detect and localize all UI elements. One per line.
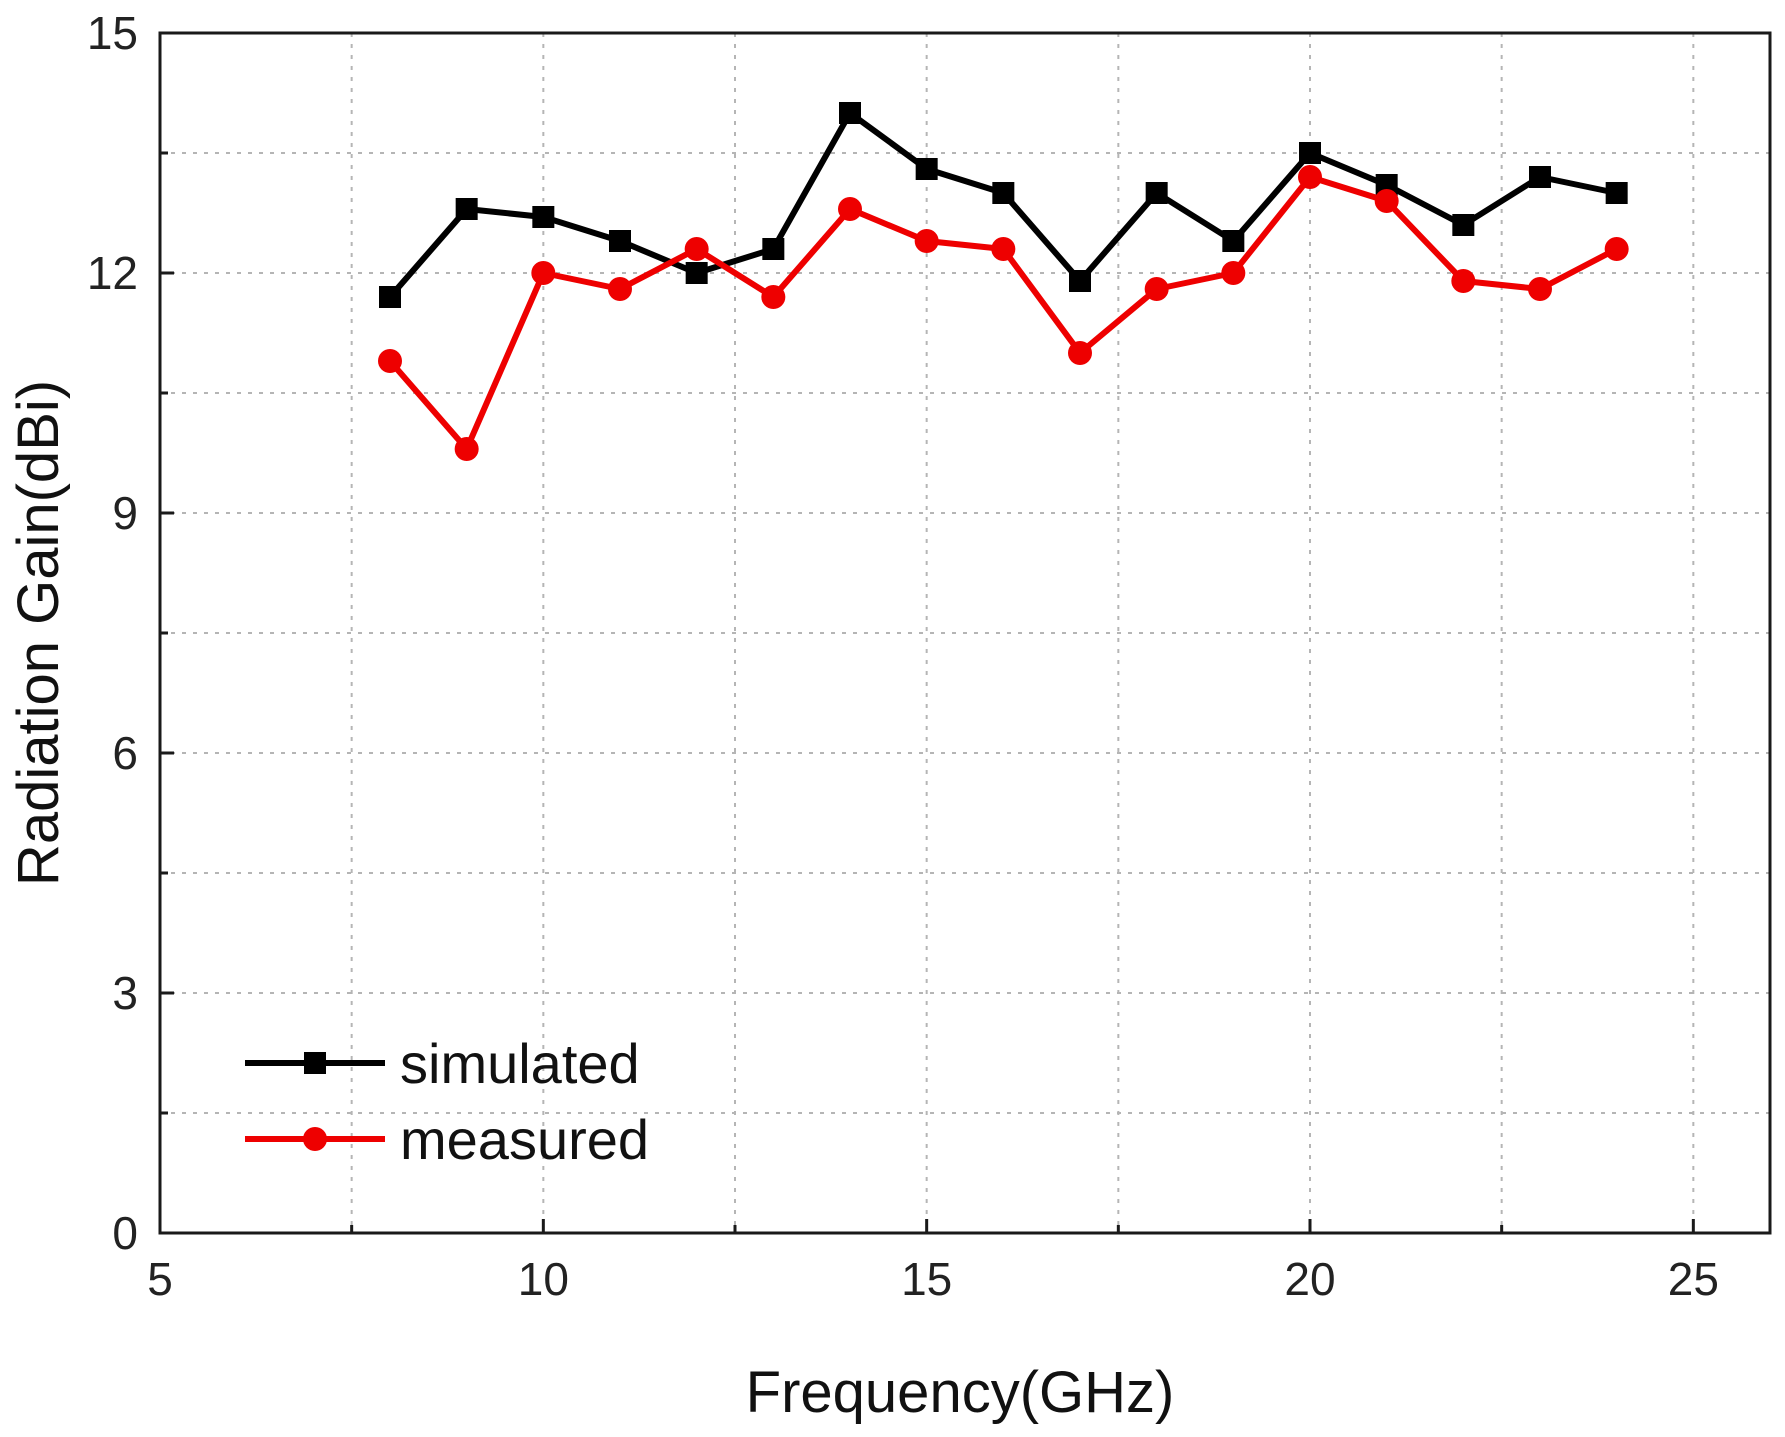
measured-point <box>1221 261 1246 285</box>
simulated-point <box>1069 270 1091 292</box>
measured-point <box>454 437 479 461</box>
measured-point <box>761 285 786 309</box>
measured-point <box>1528 277 1552 301</box>
series <box>378 102 1629 461</box>
y-axis-title: Radiation Gain(dBi) <box>6 380 71 886</box>
measured-point <box>608 277 632 301</box>
simulated-point <box>1222 230 1245 252</box>
measured-point <box>1298 165 1322 189</box>
simulated-point <box>1529 166 1551 188</box>
legend-swatch-marker <box>303 1127 327 1151</box>
simulated-point <box>915 158 938 180</box>
series-measured <box>378 165 1629 461</box>
legend-label: simulated <box>400 1032 640 1095</box>
simulated-point <box>839 102 861 124</box>
measured-point <box>838 197 862 221</box>
legend-item-measured: measured <box>245 1108 649 1171</box>
x-tick-label: 5 <box>147 1253 173 1305</box>
series-simulated <box>379 102 1628 308</box>
simulated-point <box>762 238 785 260</box>
simulated-point <box>455 198 478 220</box>
simulated-point <box>1605 182 1628 204</box>
x-tick-label: 25 <box>1668 1253 1719 1305</box>
simulated-point <box>1299 142 1321 164</box>
measured-point <box>684 237 709 261</box>
legend-item-simulated: simulated <box>245 1032 640 1095</box>
x-axis-title: Frequency(GHz) <box>746 1360 1175 1425</box>
y-tick-label: 0 <box>112 1207 138 1259</box>
x-tick-label: 15 <box>901 1253 952 1305</box>
simulated-line <box>387 110 1618 299</box>
x-tick-label: 20 <box>1284 1253 1335 1305</box>
measured-point <box>1374 189 1399 213</box>
simulated-point <box>1145 182 1168 204</box>
measured-point <box>378 349 402 373</box>
legend-label: measured <box>400 1108 649 1171</box>
measured-point <box>1144 277 1169 301</box>
measured-line <box>387 174 1619 452</box>
measured-point <box>991 237 1016 261</box>
y-tick-label: 15 <box>87 7 138 59</box>
y-tick-label: 6 <box>112 727 138 779</box>
simulated-point <box>532 206 555 228</box>
x-tick-label: 10 <box>518 1253 569 1305</box>
y-tick-label: 9 <box>112 487 138 539</box>
measured-point <box>1451 269 1476 293</box>
measured-point <box>1068 341 1092 365</box>
simulated-point <box>992 182 1015 204</box>
measured-point <box>531 261 556 285</box>
simulated-point <box>379 286 401 308</box>
measured-point <box>1604 237 1629 261</box>
legend: simulated measured <box>245 1032 649 1171</box>
measured-point <box>914 229 939 253</box>
simulated-point <box>609 230 631 252</box>
axis-ticks: 5 10 15 20 25 0 3 6 9 12 15 <box>87 7 1719 1305</box>
simulated-point <box>1452 214 1475 236</box>
y-tick-label: 12 <box>87 247 138 299</box>
legend-swatch-marker <box>304 1052 326 1074</box>
simulated-point <box>685 262 708 284</box>
y-tick-label: 3 <box>112 967 138 1019</box>
